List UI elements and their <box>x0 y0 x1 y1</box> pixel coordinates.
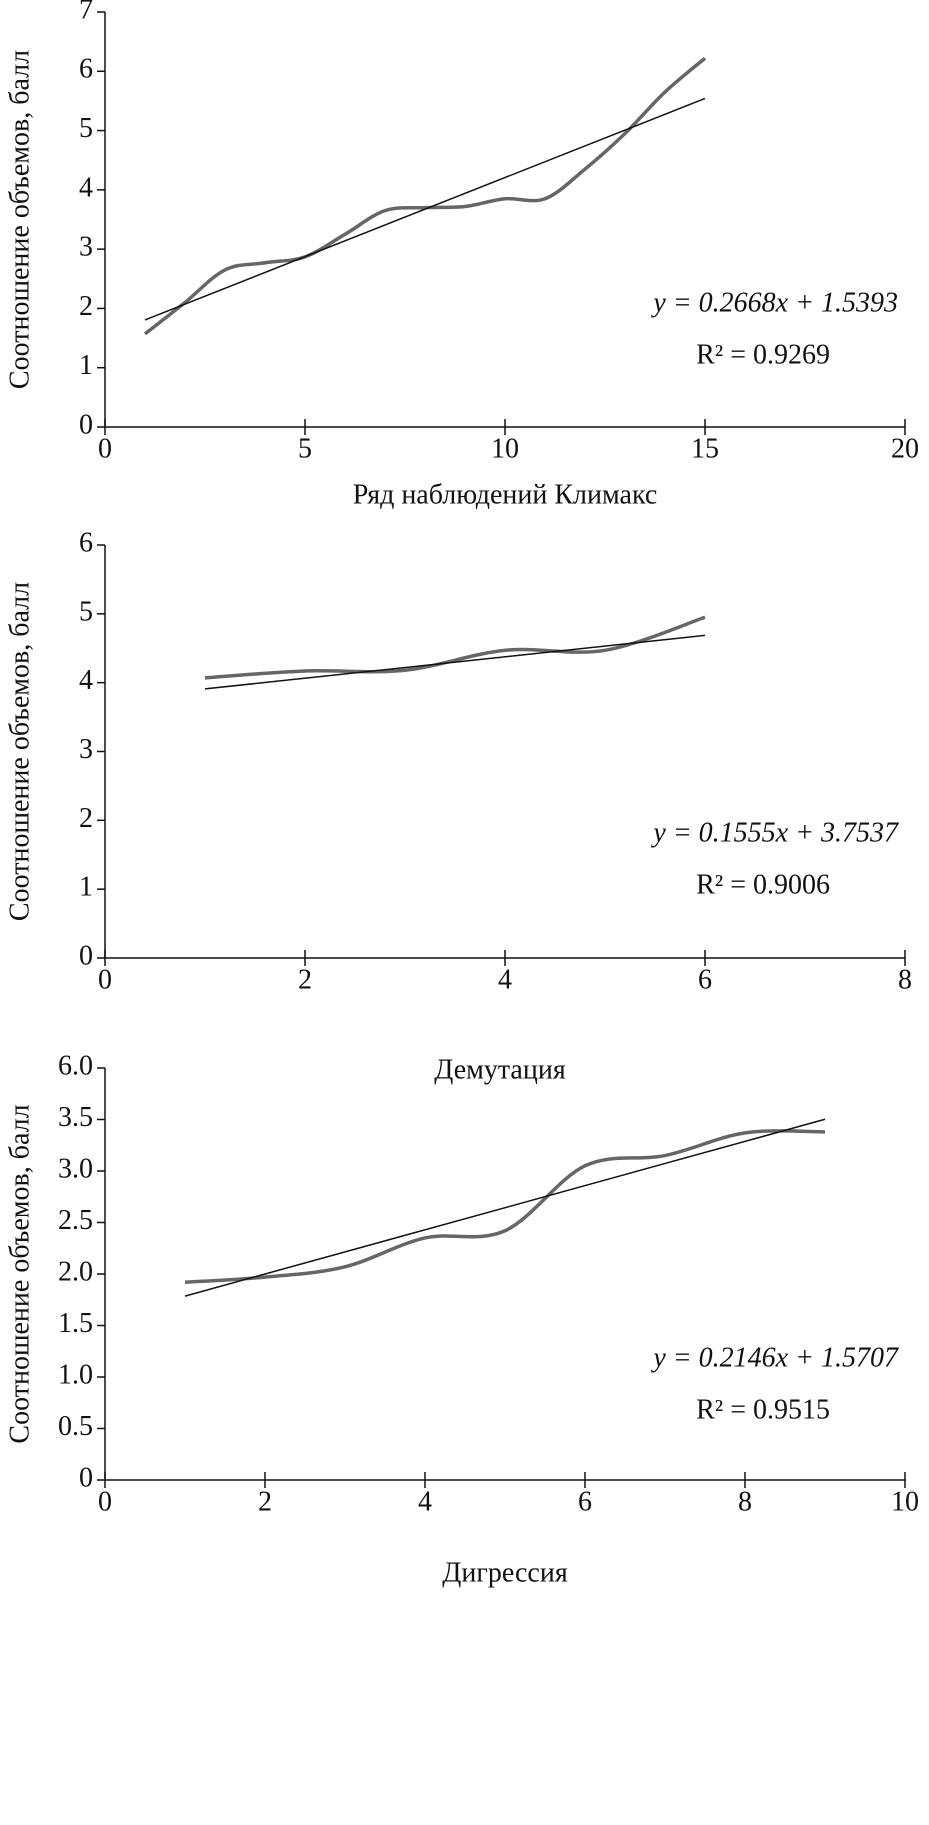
equation: y = 0.2146x + 1.5707 <box>650 1342 899 1373</box>
x-tick-label: 10 <box>491 433 519 464</box>
equation: y = 0.2668x + 1.5393 <box>650 287 898 318</box>
chart-title: Демутация <box>434 1054 566 1085</box>
y-tick-label: 3.0 <box>58 1153 93 1184</box>
y-axis-label: Соотношение объемов, балл <box>4 582 35 921</box>
y-tick-label: 5 <box>79 113 93 144</box>
x-tick-label: 5 <box>298 433 312 464</box>
y-tick-label: 3 <box>79 734 93 765</box>
y-tick-label: 2 <box>79 291 93 322</box>
x-tick-label: 6 <box>578 1486 592 1517</box>
x-tick-label: 20 <box>891 433 919 464</box>
trend-line <box>204 634 706 690</box>
y-tick-label: 4 <box>79 172 93 203</box>
y-tick-label: 7 <box>79 0 93 25</box>
y-tick-label: 1 <box>79 350 93 381</box>
data-line <box>143 56 707 336</box>
x-tick-label: 4 <box>418 1486 432 1517</box>
data-line <box>184 1129 826 1284</box>
y-axis-label: Соотношение объемов, балл <box>4 50 35 389</box>
trend-line <box>144 97 706 321</box>
y-tick-label: 6 <box>79 54 93 85</box>
x-axis-label: Ряд наблюдений Климакс <box>353 479 658 510</box>
x-tick-label: 8 <box>738 1486 752 1517</box>
y-tick-label: 2.5 <box>58 1205 93 1236</box>
data-line <box>204 615 706 680</box>
x-tick-label: 0 <box>98 1486 112 1517</box>
y-tick-label: 2 <box>79 803 93 834</box>
y-tick-label: 4 <box>79 665 93 696</box>
y-tick-label: 0.5 <box>58 1411 93 1442</box>
x-tick-label: 10 <box>891 1486 919 1517</box>
r-squared: R² = 0.9006 <box>696 869 830 900</box>
y-tick-label: 1.5 <box>58 1308 93 1339</box>
x-tick-label: 4 <box>498 964 512 995</box>
y-axis-label: Соотношение объемов, балл <box>4 1104 35 1443</box>
equation: y = 0.1555x + 3.7537 <box>650 817 899 848</box>
r-squared: R² = 0.9515 <box>696 1394 830 1425</box>
y-tick-label: 1 <box>79 872 93 903</box>
x-tick-label: 0 <box>98 964 112 995</box>
x-tick-label: 15 <box>691 433 719 464</box>
y-tick-label: 1.0 <box>58 1359 93 1390</box>
y-tick-label: 3.5 <box>58 1102 93 1133</box>
y-tick-label: 0 <box>79 940 93 971</box>
y-tick-label: 5 <box>79 596 93 627</box>
r-squared: R² = 0.9269 <box>696 339 830 370</box>
trend-line <box>184 1118 826 1297</box>
y-tick-label: 6.0 <box>58 1050 93 1081</box>
x-axis-label: Дигрессия <box>442 1557 568 1588</box>
y-tick-label: 0 <box>79 409 93 440</box>
x-tick-label: 2 <box>258 1486 272 1517</box>
y-tick-label: 6 <box>79 527 93 558</box>
x-tick-label: 6 <box>698 964 712 995</box>
y-tick-label: 0 <box>79 1462 93 1493</box>
x-tick-label: 8 <box>898 964 912 995</box>
x-tick-label: 2 <box>298 964 312 995</box>
x-tick-label: 0 <box>98 433 112 464</box>
y-tick-label: 3 <box>79 232 93 263</box>
y-tick-label: 2.0 <box>58 1256 93 1287</box>
